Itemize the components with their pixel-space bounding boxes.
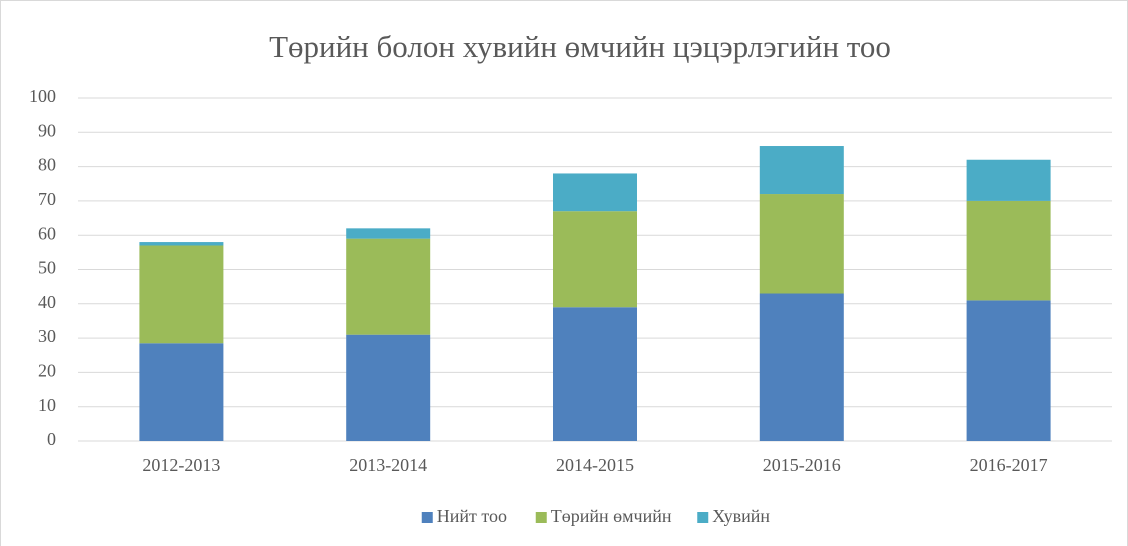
legend-swatch [697,512,709,523]
bar-segment [346,334,431,441]
bar-segment [553,211,637,308]
bar-segment [759,293,844,441]
bar-segment [966,200,1051,301]
y-tick-label: 10 [38,395,56,415]
legend-swatch [421,512,433,523]
x-tick-label: 2016-2017 [970,455,1048,475]
bar-segment [346,238,431,335]
x-tick-label: 2014-2015 [556,455,634,475]
y-tick-label: 90 [38,120,56,140]
bar-segment [139,245,224,344]
legend-label: Төрийн өмчийн [551,506,672,526]
y-tick-label: 0 [47,429,56,449]
bar-segment [139,242,224,246]
legend-swatch [535,512,547,523]
bar-segment [966,300,1051,441]
bar-segment [759,146,844,195]
y-tick-label: 20 [38,361,56,381]
x-tick-label: 2015-2016 [763,455,841,475]
bar-segment [139,343,224,441]
y-tick-label: 40 [38,292,56,312]
x-tick-label: 2012-2013 [142,455,220,475]
y-tick-label: 30 [38,326,56,346]
y-tick-label: 100 [29,86,56,106]
y-tick-label: 70 [38,189,56,209]
y-tick-label: 80 [38,155,56,175]
bar-segment [553,173,637,212]
x-tick-label: 2013-2014 [349,455,427,475]
y-tick-label: 50 [38,258,56,278]
bar-segment [759,194,844,294]
bar-segment [966,159,1051,201]
legend-label: Нийт тоо [437,506,507,526]
bar-segment [553,307,637,441]
bar-segment [346,228,431,239]
legend-label: Хувийн [712,506,770,526]
chart-title: Төрийн болон хувийн өмчийн цэцэрлэгийн т… [269,29,891,64]
y-tick-label: 60 [38,223,56,243]
